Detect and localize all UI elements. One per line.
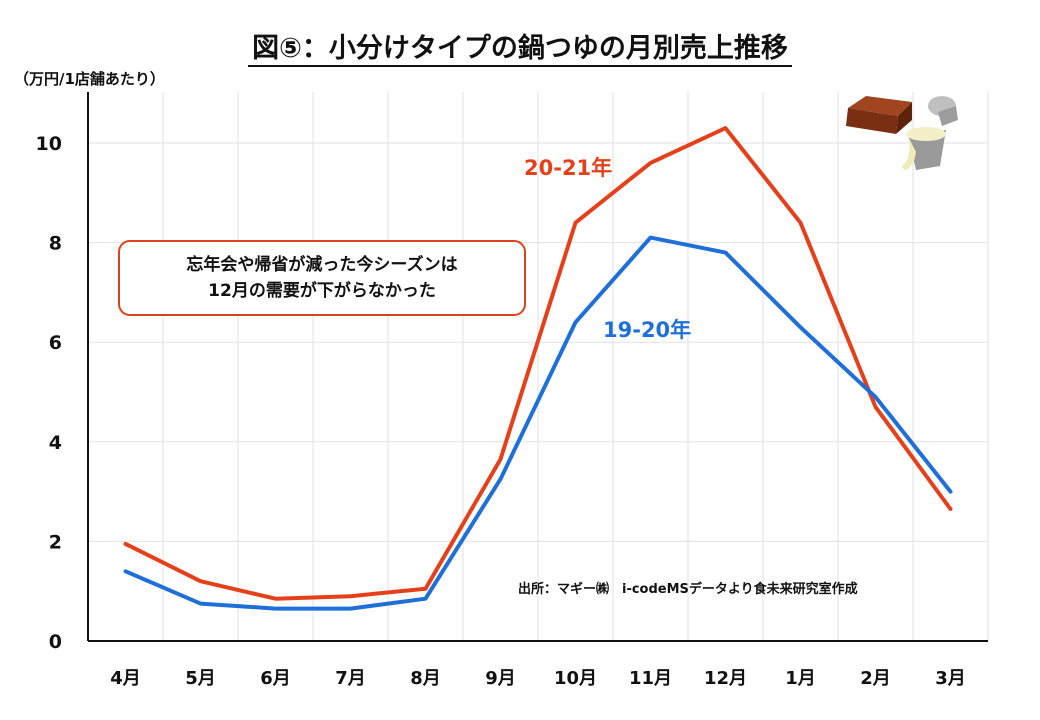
x-tick-label: 3月 [935,668,966,689]
callout-line-2: 12月の需要が下がらなかった [208,281,436,301]
series-line-0 [123,126,953,601]
tsuyu-cube-icon [846,96,912,134]
annotation-callout: 忘年会や帰省が減った今シーズンは 12月の需要が下がらなかった [118,240,526,316]
y-tick-label: 6 [49,332,62,354]
y-tick-label: 8 [49,233,62,255]
chart-title: 図⑤：小分けタイプの鍋つゆの月別売上推移 [0,26,1040,67]
y-tick-label: 10 [36,133,62,155]
nabe-tsuyu-pack-icon [846,96,958,170]
x-tick-label: 7月 [335,668,366,689]
source-note: 出所：マギー㈱ i-codeMSデータより食未来研究室作成 [518,582,858,597]
x-tick-label: 2月 [860,668,891,689]
y-tick-label: 4 [49,432,62,454]
x-tick-label: 1月 [785,668,816,689]
series-label-19-20: 19-20年 [603,318,692,342]
callout-line-1: 忘年会や帰省が減った今シーズンは [186,255,458,275]
x-tick-label: 8月 [410,668,441,689]
y-tick-label: 0 [49,631,62,653]
y-tick-label: 2 [49,531,62,553]
series-label-20-21: 20-21年 [524,156,613,180]
y-tick-labels: 0 2 4 6 8 10 [36,133,62,653]
chart-title-text: 図⑤：小分けタイプの鍋つゆの月別売上推移 [248,33,792,67]
x-tick-label: 6月 [260,668,291,689]
x-tick-label: 5月 [185,668,216,689]
y-axis-unit-label: （万円/1店舗あたり） [14,70,165,88]
portion-cup-icon [902,96,958,170]
series-line-1 [123,235,953,611]
x-tick-label: 4月 [110,668,141,689]
x-tick-label: 11月 [629,668,672,689]
x-tick-label: 10月 [554,668,597,689]
x-tick-labels: 4月 5月 6月 7月 8月 9月 10月 11月 12月 1月 2月 3月 [110,668,966,689]
series-lines [123,126,953,611]
x-tick-label: 9月 [485,668,516,689]
x-tick-label: 12月 [704,668,747,689]
gridlines [88,92,989,641]
axes [87,92,988,642]
